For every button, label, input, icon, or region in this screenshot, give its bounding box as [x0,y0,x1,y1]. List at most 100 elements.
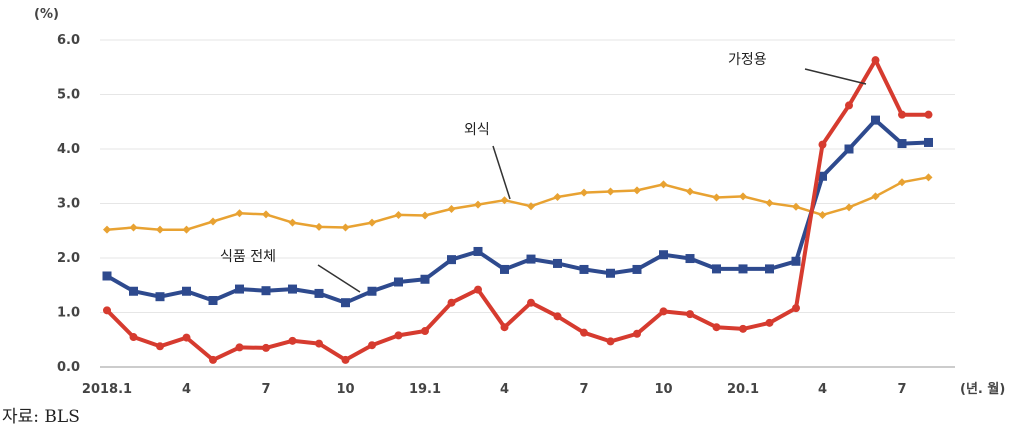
data-point [262,343,270,352]
source-note: 자료: BLS [2,407,80,427]
data-point [553,192,562,201]
series-food-total [102,115,933,308]
data-point [288,336,297,345]
data-point [765,318,774,327]
data-point [527,202,535,211]
data-point [924,173,933,182]
data-point [871,115,880,125]
data-point [447,298,456,307]
data-point [659,180,668,189]
data-point [739,192,747,201]
x-tick-label: 2018.1 [82,382,132,397]
data-point [368,218,376,227]
data-point [871,56,880,65]
x-tick-label: 4 [818,382,827,397]
data-point [235,284,244,294]
data-point [553,312,562,321]
data-point [500,264,509,274]
data-point [791,256,801,266]
series-layer [102,56,933,364]
data-point [818,140,827,149]
series-line-dining-out [106,176,929,231]
annotation-leader-food-total [317,264,361,293]
data-point [421,327,429,336]
data-point [898,178,906,187]
data-point [208,296,218,306]
data-point [474,285,482,294]
data-point [659,250,668,260]
data-point [473,246,483,256]
data-point [367,286,377,296]
data-point [314,288,324,298]
y-tick-label: 3.0 [57,197,80,212]
data-point [765,264,774,274]
data-point [818,210,827,219]
data-point [156,342,164,351]
data-point [792,304,800,313]
x-tick-label: 20.1 [727,382,759,397]
data-point [474,200,482,209]
data-point [659,307,668,316]
x-tick-label: 10 [654,382,672,397]
chart: (%) 0.0 1.0 2.0 3.0 4.0 5.0 6.0 2018.1 4 7 10 19.1… [34,7,1005,397]
data-point [686,187,694,196]
data-point [420,274,430,284]
series-household [103,56,933,364]
annotation-label-dining-out: 외식 [464,122,490,138]
data-point [765,198,774,207]
data-point [209,355,217,364]
data-point [606,337,615,346]
data-point [739,324,747,333]
data-point [871,192,880,201]
x-tick-label: 4 [182,382,191,397]
x-tick-label: 7 [897,382,906,397]
data-point [447,204,456,213]
data-point [341,298,350,308]
data-point [447,255,456,265]
data-point [315,222,323,231]
data-point [633,329,641,338]
y-tick-label: 6.0 [57,33,80,48]
y-tick-label: 2.0 [57,251,80,266]
data-point [156,225,164,234]
data-point [845,203,853,212]
annotation-household: 가정용 [728,52,867,85]
annotation-food-total: 식품 전체 [220,249,361,293]
x-unit-label: (년. 월) [960,381,1005,397]
annotation-dining-out: 외식 [464,122,511,200]
annotation-leader-dining-out [492,145,511,200]
data-point [818,171,827,181]
y-tick-label: 4.0 [57,142,80,157]
series-line-household [105,58,929,362]
annotation-leader-household [804,68,867,85]
data-point [394,210,403,219]
y-axis-ticks: 0.0 1.0 2.0 3.0 4.0 5.0 6.0 [57,33,80,375]
data-point [129,333,138,342]
data-point [394,277,403,287]
data-point [102,271,112,281]
x-tick-label: 10 [336,382,354,397]
data-point [526,254,536,264]
data-point [633,186,641,195]
x-tick-label: 7 [579,382,588,397]
data-point [500,323,509,332]
annotation-label-food-total: 식품 전체 [220,249,276,265]
data-point [580,188,588,197]
y-tick-label: 5.0 [57,88,80,103]
data-point [261,286,271,296]
data-point [632,264,642,274]
data-point [712,264,721,274]
data-point [182,225,191,234]
data-point [527,298,535,307]
data-point [368,341,376,350]
series-dining-out [103,173,933,234]
data-point [845,101,853,110]
data-point [288,284,297,294]
series-line-food-total [106,118,929,305]
data-point [182,286,191,296]
x-tick-label: 7 [261,382,270,397]
data-point [924,137,933,147]
annotation-label-household: 가정용 [728,52,767,68]
data-point [712,323,721,332]
data-point [712,193,721,202]
